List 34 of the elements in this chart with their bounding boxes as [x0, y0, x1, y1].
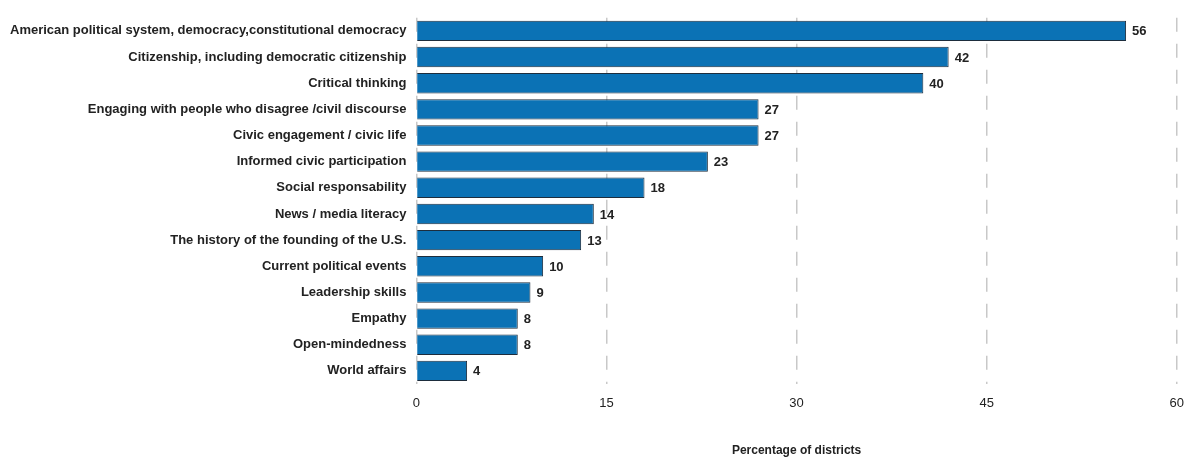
- y-tick-label: World affairs: [327, 362, 407, 378]
- y-tick-label: Social responsability: [276, 179, 408, 195]
- x-tick-label: 60: [1169, 395, 1184, 411]
- y-tick-label: Citizenship, including democratic citizenship: [128, 48, 407, 64]
- y-tick-label: American political system, democracy,constitutional democracy: [9, 22, 408, 38]
- data-label: 18: [650, 180, 665, 196]
- x-tick-label: 30: [789, 395, 804, 411]
- x-tick-label: 0: [412, 395, 421, 411]
- data-label: 8: [523, 311, 532, 327]
- data-label: 27: [764, 128, 780, 144]
- data-label: 13: [587, 232, 602, 248]
- data-label: 42: [954, 49, 970, 65]
- data-label: 10: [549, 258, 564, 274]
- data-label: 8: [523, 337, 532, 353]
- data-label: 40: [929, 75, 944, 91]
- y-tick-label: Civic engagement / civic life: [232, 127, 407, 143]
- x-tick-label: 15: [599, 395, 614, 411]
- y-tick-label: Engaging with people who disagree /civil discourse: [87, 100, 407, 116]
- y-tick-label: Leadership skills: [300, 284, 407, 300]
- data-label: 23: [713, 154, 729, 170]
- data-label: 9: [536, 285, 544, 301]
- y-tick-label: Current political events: [261, 257, 407, 273]
- data-label: 56: [1132, 23, 1147, 39]
- data-label: 4: [473, 363, 482, 379]
- y-tick-label: Informed civic participation: [236, 153, 407, 169]
- y-tick-label: News / media literacy: [274, 205, 408, 221]
- x-tick-label: 45: [979, 395, 994, 411]
- x-axis-title: Percentage of districts: [731, 443, 862, 458]
- y-tick-label: Critical thinking: [308, 74, 407, 90]
- data-label: 14: [599, 206, 616, 222]
- y-tick-label: Empathy: [351, 310, 408, 326]
- y-tick-label: The history of the founding of the U.S.: [170, 231, 407, 247]
- y-tick-label: Open-mindedness: [292, 336, 407, 352]
- data-label: 27: [764, 101, 780, 117]
